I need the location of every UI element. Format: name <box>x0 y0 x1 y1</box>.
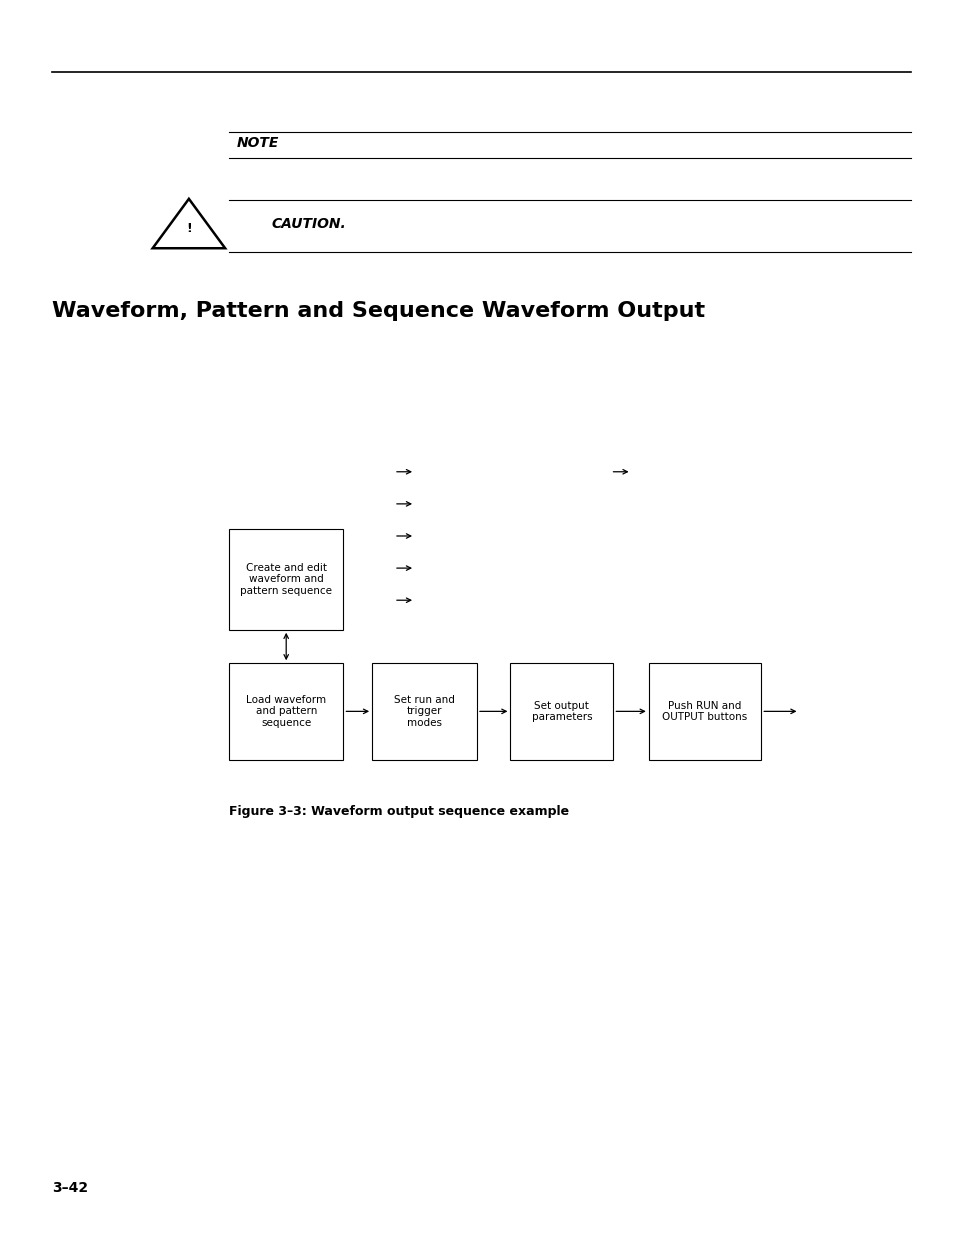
Text: !: ! <box>186 222 192 235</box>
Text: 3–42: 3–42 <box>52 1182 89 1195</box>
Text: Load waveform
and pattern
sequence: Load waveform and pattern sequence <box>246 695 326 727</box>
Text: Figure 3–3: Waveform output sequence example: Figure 3–3: Waveform output sequence exa… <box>229 805 569 819</box>
Text: Waveform, Pattern and Sequence Waveform Output: Waveform, Pattern and Sequence Waveform … <box>52 301 705 321</box>
FancyBboxPatch shape <box>648 663 760 760</box>
Text: Set output
parameters: Set output parameters <box>531 700 592 722</box>
Text: NOTE: NOTE <box>236 136 278 151</box>
FancyBboxPatch shape <box>229 529 343 630</box>
Text: Push RUN and
OUTPUT buttons: Push RUN and OUTPUT buttons <box>661 700 747 722</box>
FancyBboxPatch shape <box>510 663 613 760</box>
Text: Set run and
trigger
modes: Set run and trigger modes <box>394 695 455 727</box>
Text: CAUTION.: CAUTION. <box>272 216 346 231</box>
Text: Create and edit
waveform and
pattern sequence: Create and edit waveform and pattern seq… <box>240 563 332 595</box>
FancyBboxPatch shape <box>372 663 476 760</box>
FancyBboxPatch shape <box>229 663 343 760</box>
